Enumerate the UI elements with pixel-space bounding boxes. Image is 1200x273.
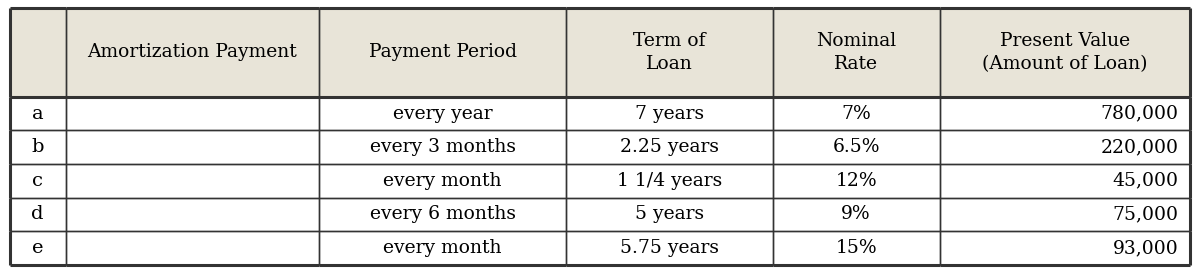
Bar — [66, 164, 319, 198]
Text: 5 years: 5 years — [635, 205, 704, 223]
Text: Nominal
Rate: Nominal Rate — [816, 32, 896, 73]
Text: c: c — [32, 172, 43, 190]
Bar — [66, 231, 319, 265]
Bar — [940, 198, 1190, 231]
Bar — [10, 164, 66, 198]
Bar — [773, 198, 940, 231]
Text: 45,000: 45,000 — [1112, 172, 1178, 190]
Bar — [566, 198, 773, 231]
Bar — [940, 97, 1190, 130]
Text: every month: every month — [383, 172, 502, 190]
Bar — [319, 97, 566, 130]
Bar — [10, 8, 66, 97]
Bar — [566, 231, 773, 265]
Bar — [66, 130, 319, 164]
Text: 5.75 years: 5.75 years — [620, 239, 719, 257]
Bar — [566, 130, 773, 164]
Bar — [66, 97, 319, 130]
Text: Amortization Payment: Amortization Payment — [88, 43, 298, 61]
Text: 2.25 years: 2.25 years — [620, 138, 719, 156]
Text: 93,000: 93,000 — [1112, 239, 1178, 257]
Text: d: d — [31, 205, 44, 223]
Text: 9%: 9% — [841, 205, 871, 223]
Bar — [10, 198, 66, 231]
Bar — [319, 198, 566, 231]
Text: 75,000: 75,000 — [1112, 205, 1178, 223]
Text: 6.5%: 6.5% — [833, 138, 880, 156]
Text: 12%: 12% — [835, 172, 877, 190]
Bar — [940, 130, 1190, 164]
Bar — [319, 164, 566, 198]
Bar — [773, 231, 940, 265]
Text: every 6 months: every 6 months — [370, 205, 516, 223]
Text: b: b — [31, 138, 44, 156]
Bar — [566, 97, 773, 130]
Text: 1 1/4 years: 1 1/4 years — [617, 172, 722, 190]
Bar — [940, 164, 1190, 198]
Text: every 3 months: every 3 months — [370, 138, 516, 156]
Text: 15%: 15% — [835, 239, 877, 257]
Text: Payment Period: Payment Period — [368, 43, 516, 61]
Text: a: a — [32, 105, 43, 123]
Bar — [566, 8, 773, 97]
Bar — [319, 130, 566, 164]
Bar — [66, 198, 319, 231]
Text: 7%: 7% — [841, 105, 871, 123]
Bar — [940, 8, 1190, 97]
Bar — [773, 130, 940, 164]
Bar — [566, 164, 773, 198]
Bar — [10, 130, 66, 164]
Bar — [319, 8, 566, 97]
Bar — [10, 231, 66, 265]
Bar — [66, 8, 319, 97]
Bar — [319, 231, 566, 265]
Text: Present Value
(Amount of Loan): Present Value (Amount of Loan) — [983, 32, 1147, 73]
Text: 220,000: 220,000 — [1100, 138, 1178, 156]
Text: 7 years: 7 years — [635, 105, 704, 123]
Bar — [940, 231, 1190, 265]
Text: every year: every year — [392, 105, 492, 123]
Text: 780,000: 780,000 — [1100, 105, 1178, 123]
Bar — [773, 8, 940, 97]
Bar — [773, 97, 940, 130]
Bar — [773, 164, 940, 198]
Text: every month: every month — [383, 239, 502, 257]
Text: e: e — [32, 239, 43, 257]
Text: Term of
Loan: Term of Loan — [634, 32, 706, 73]
Bar — [10, 97, 66, 130]
